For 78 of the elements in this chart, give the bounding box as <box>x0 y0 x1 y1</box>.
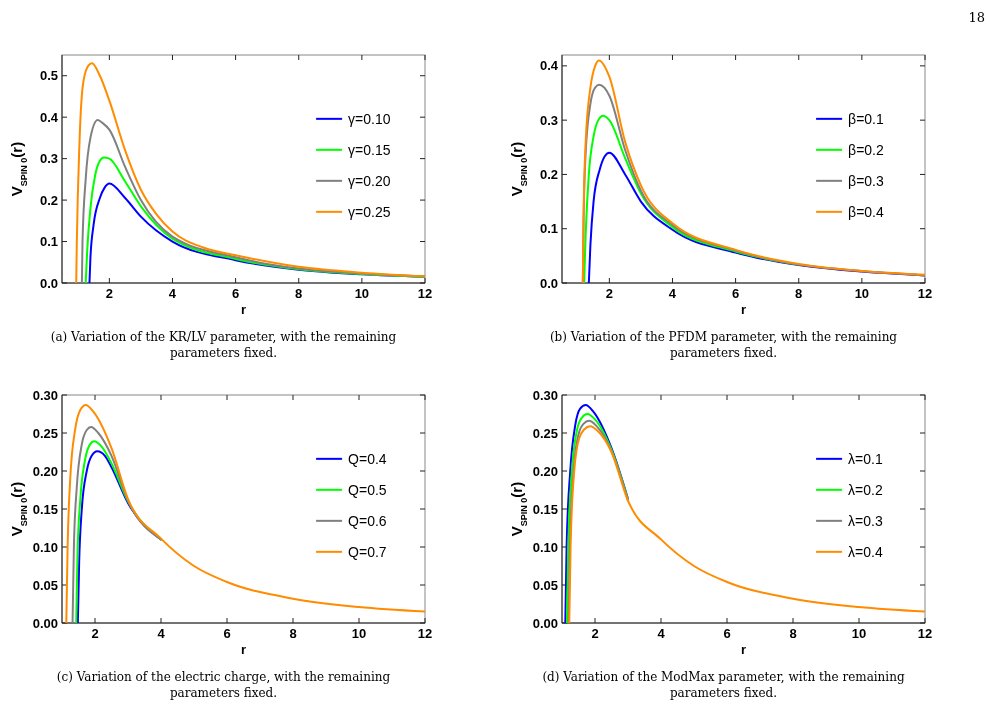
x-tick-label: 2 <box>105 286 113 301</box>
x-axis-title: r <box>240 642 247 657</box>
y-tick-label: 0.20 <box>532 463 558 479</box>
y-tick-label: 0.4 <box>539 58 559 74</box>
text: 18 <box>968 10 985 25</box>
x-tick-label: 10 <box>351 626 367 641</box>
text: (a) Variation of the KR/LV parameter, with the remaining parameters fixed. <box>50 330 397 360</box>
x-tick-label: 6 <box>231 286 240 301</box>
x-tick-label: 12 <box>417 286 433 301</box>
x-tick-label: 12 <box>917 626 933 641</box>
y-tick-label: 0.4 <box>39 109 59 125</box>
legend-label: Q=0.4 <box>348 450 387 467</box>
text: (b) Variation of the PFDM parameter, with the remaining parameters fixed. <box>549 330 898 360</box>
x-tick-label: 2 <box>591 626 599 641</box>
x-axis-title: r <box>740 302 747 317</box>
y-tick-label: 0.2 <box>539 166 558 182</box>
x-tick-label: 12 <box>917 286 933 301</box>
y-tick-label: 0.10 <box>532 539 558 555</box>
x-tick-label: 4 <box>657 626 666 641</box>
x-tick-label: 8 <box>789 626 797 641</box>
x-tick-label: 4 <box>157 626 166 641</box>
legend-label: Q=0.6 <box>348 512 387 529</box>
y-tick-label: 0.05 <box>32 577 58 593</box>
y-tick-label: 0.05 <box>532 577 558 593</box>
y-tick-label: 0.5 <box>39 68 58 84</box>
x-tick-label: 8 <box>795 286 803 301</box>
y-tick-label: 0.1 <box>39 234 58 250</box>
legend-label: γ=0.15 <box>348 141 391 158</box>
text: (c) Variation of the electric charge, with the remaining parameters fixed. <box>56 670 391 700</box>
x-axis-title: r <box>740 642 747 657</box>
x-tick-label: 8 <box>289 626 297 641</box>
line-series <box>65 403 425 623</box>
x-tick-label: 6 <box>223 626 231 641</box>
legend-label: β=0.1 <box>848 110 884 127</box>
text: (d) Variation of the ModMax parameter, with the remaining parameters fixed. <box>542 670 905 700</box>
y-tick-label: 0.3 <box>539 112 558 128</box>
legend-label: β=0.3 <box>848 172 884 189</box>
line-series <box>84 156 425 283</box>
y-tick-label: 0.15 <box>532 501 558 517</box>
legend-label: λ=0.3 <box>848 512 883 529</box>
x-tick-label: 8 <box>295 286 303 301</box>
line-series <box>568 425 925 623</box>
legend-label: γ=0.10 <box>348 110 391 127</box>
y-tick-label: 0.00 <box>532 615 558 631</box>
legend-label: β=0.2 <box>848 141 884 158</box>
y-tick-label: 0.0 <box>539 275 558 291</box>
y-tick-label: 0.2 <box>39 192 58 208</box>
x-tick-label: 10 <box>354 286 370 301</box>
y-tick-label: 0.0 <box>39 275 58 291</box>
x-tick-label: 4 <box>668 286 677 301</box>
legend-label: Q=0.5 <box>348 481 387 498</box>
y-tick-label: 0.25 <box>32 425 58 441</box>
x-axis-title: r <box>240 302 247 317</box>
y-tick-label: 0.3 <box>39 151 58 167</box>
y-tick-label: 0.25 <box>532 425 558 441</box>
x-tick-label: 6 <box>731 286 740 301</box>
y-tick-label: 0.30 <box>32 387 58 403</box>
x-tick-label: 4 <box>168 286 177 301</box>
y-tick-label: 0.30 <box>532 387 558 403</box>
line-series <box>75 62 425 283</box>
legend-label: λ=0.4 <box>848 543 883 560</box>
y-tick-label: 0.1 <box>539 221 558 237</box>
x-tick-label: 6 <box>723 626 731 641</box>
x-tick-label: 12 <box>417 626 433 641</box>
y-tick-label: 0.15 <box>32 501 58 517</box>
y-tick-label: 0.20 <box>32 463 58 479</box>
x-tick-label: 10 <box>854 286 870 301</box>
legend-label: Q=0.7 <box>348 543 387 560</box>
legend-label: λ=0.1 <box>848 450 883 467</box>
y-tick-label: 0.10 <box>32 539 58 555</box>
x-tick-label: 10 <box>851 626 867 641</box>
y-tick-label: 0.00 <box>32 615 58 631</box>
legend-label: γ=0.20 <box>348 172 391 189</box>
x-tick-label: 2 <box>605 286 613 301</box>
legend-label: β=0.4 <box>848 203 884 220</box>
legend-label: γ=0.25 <box>348 203 391 220</box>
legend-label: λ=0.2 <box>848 481 883 498</box>
x-tick-label: 2 <box>91 626 99 641</box>
